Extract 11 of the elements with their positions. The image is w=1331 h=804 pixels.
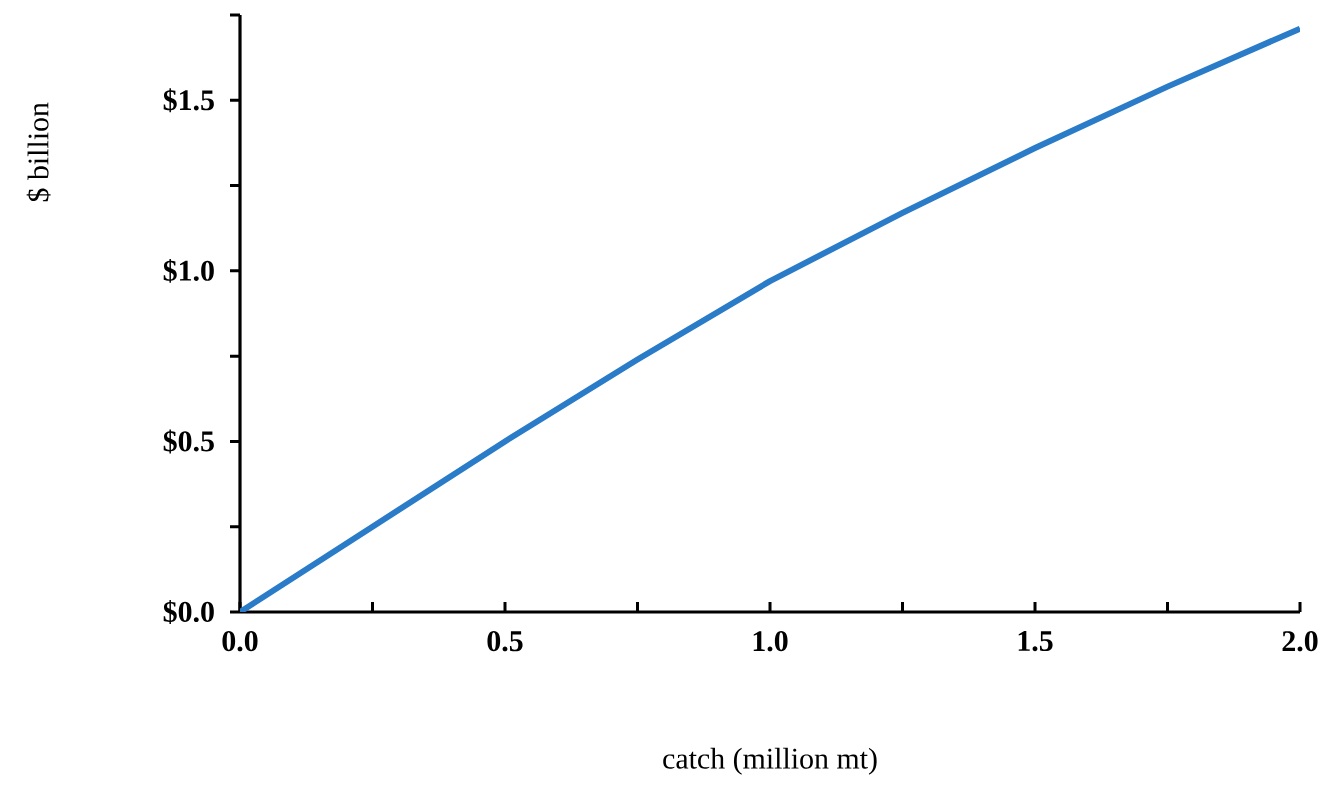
x-tick-label: 1.5: [1018, 631, 1053, 652]
x-axis-title: catch (million mt): [663, 747, 877, 775]
y-tick-label: $1.0: [163, 258, 214, 283]
x-tick-label: 0.5: [487, 631, 523, 652]
y-tick-label: $0.5: [163, 429, 214, 454]
y-tick-label: $0.0: [163, 600, 214, 624]
x-tick-label: 0.0: [222, 631, 258, 652]
y-tick-label: $1.5: [163, 88, 214, 113]
x-tick-label: 2.0: [1282, 631, 1318, 652]
x-tick-label: 1.0: [753, 631, 788, 652]
y-axis-title: $ billion: [26, 102, 51, 202]
